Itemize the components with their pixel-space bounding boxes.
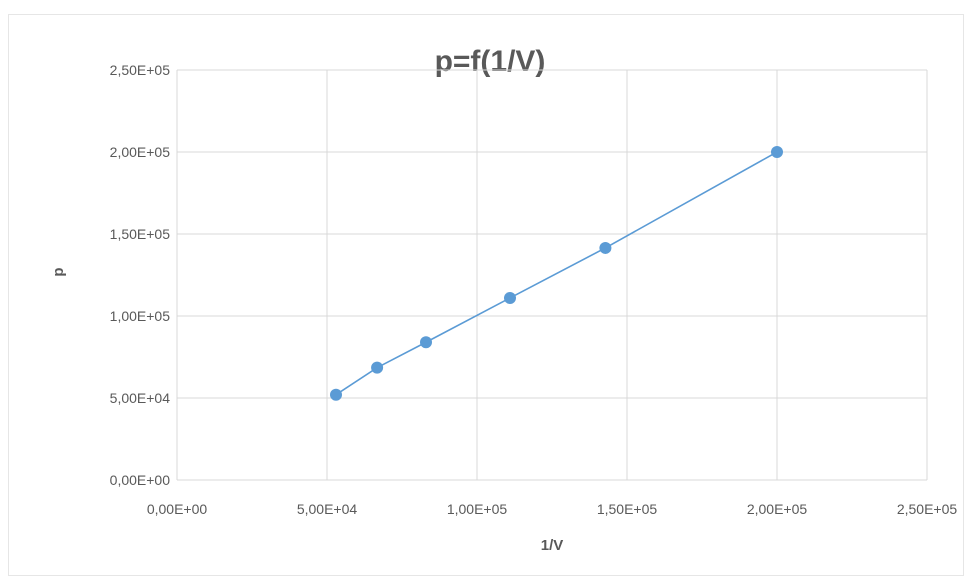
- y-tick-label: 1,50E+05: [110, 226, 171, 242]
- x-tick-label: 0,00E+00: [147, 501, 208, 517]
- data-point: [771, 146, 783, 158]
- y-tick-label: 2,00E+05: [110, 144, 171, 160]
- data-point: [504, 291, 516, 304]
- data-point: [420, 336, 432, 349]
- y-tick-label: 1,00E+05: [110, 308, 171, 324]
- x-tick-label: 5,00E+04: [297, 501, 358, 517]
- gridlines: [176, 69, 928, 481]
- x-axis-ticks: 0,00E+00 5,00E+04 1,00E+05 1,50E+05 2,00E+05…: [147, 501, 958, 517]
- data-point: [330, 388, 342, 401]
- x-tick-label: 2,50E+05: [897, 501, 958, 517]
- y-axis-ticks: 0,00E+00 5,00E+04 1,00E+05 1,50E+05 2,00E+05…: [110, 62, 171, 488]
- series-line: [335, 151, 778, 396]
- x-axis-title: 1/V: [541, 537, 564, 554]
- x-tick-label: 2,00E+05: [747, 501, 808, 517]
- chart-title: p=f(1/V): [435, 45, 546, 78]
- chart-frame: [8, 14, 964, 576]
- data-point: [599, 241, 612, 254]
- data-series: [330, 146, 783, 401]
- x-tick-label: 1,00E+05: [447, 501, 508, 517]
- y-tick-label: 2,50E+05: [110, 62, 171, 78]
- y-tick-label: 5,00E+04: [110, 390, 171, 406]
- x-tick-label: 1,50E+05: [597, 501, 658, 517]
- y-tick-label: 0,00E+00: [110, 472, 171, 488]
- data-point: [371, 361, 384, 374]
- y-axis-title: p: [50, 267, 67, 276]
